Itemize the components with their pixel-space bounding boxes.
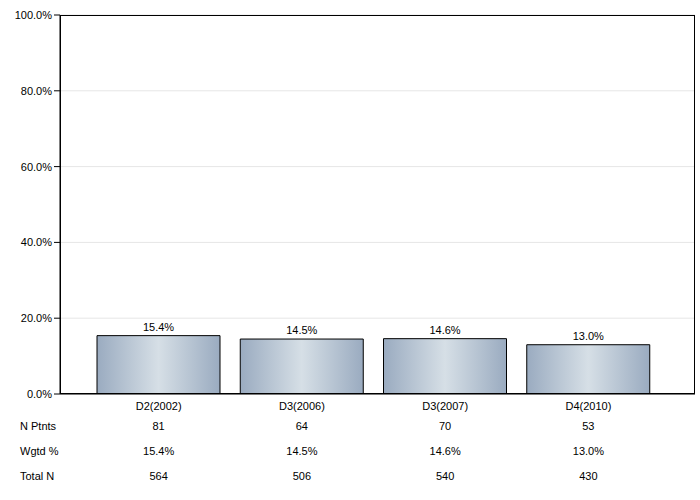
svg-text:80.0%: 80.0% [21,85,52,97]
html-text:506: 506 [292,470,311,482]
svg-text:60.0%: 60.0% [21,161,52,173]
html-text:Wgtd %: Wgtd % [20,445,59,457]
html-text:564: 564 [149,470,168,482]
svg-text:D2(2002): D2(2002) [136,400,182,412]
svg-text:15.4%: 15.4% [143,321,174,333]
html-text:N Ptnts: N Ptnts [20,420,57,432]
html-text:14.6%: 14.6% [429,445,461,457]
svg-text:14.5%: 14.5% [286,324,317,336]
html-text:53: 53 [582,420,595,432]
svg-text:100.0%: 100.0% [15,9,53,21]
html-text:64: 64 [295,420,308,432]
svg-text:14.6%: 14.6% [429,324,460,336]
svg-text:20.0%: 20.0% [21,312,52,324]
html-text:540: 540 [435,470,455,482]
svg-text:D4(2010): D4(2010) [565,400,611,412]
html-text:70: 70 [439,420,452,432]
html-text:13.0%: 13.0% [572,445,604,457]
svg-text:40.0%: 40.0% [21,236,52,248]
html-text:430: 430 [579,470,598,482]
svg-text:0.0%: 0.0% [27,388,52,400]
html-text:Total N: Total N [20,470,55,482]
html-text:14.5%: 14.5% [286,445,318,457]
html-text:15.4%: 15.4% [143,445,175,457]
svg-text:13.0%: 13.0% [573,330,604,342]
html-text:81: 81 [152,420,165,432]
svg-text:D3(2006): D3(2006) [279,400,325,412]
svg-text:D3(2007): D3(2007) [422,400,468,412]
